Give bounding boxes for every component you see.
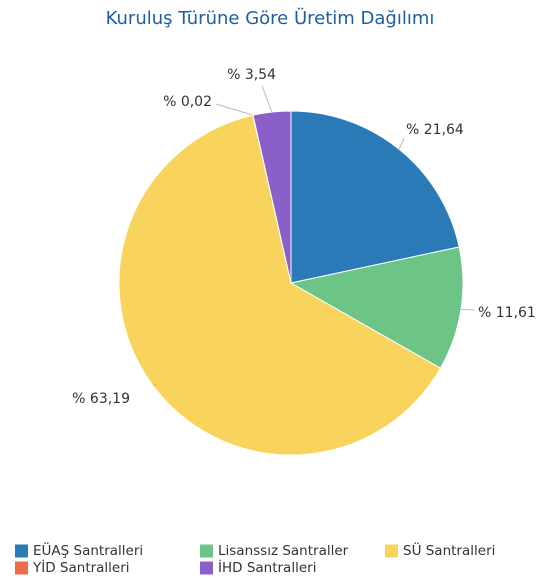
leader-line — [398, 137, 405, 150]
legend-label: Lisanssız Santraller — [218, 543, 349, 559]
legend-label: SÜ Santralleri — [403, 541, 495, 559]
data-label: % 63,19 — [72, 391, 130, 407]
legend-label: İHD Santralleri — [218, 558, 316, 576]
data-label: % 0,02 — [163, 94, 212, 110]
leader-line — [261, 85, 273, 113]
legend-label: EÜAŞ Santralleri — [33, 541, 143, 559]
chart-title: Kuruluş Türüne Göre Üretim Dağılımı — [106, 7, 435, 29]
legend-swatch — [15, 544, 28, 558]
leader-line — [460, 308, 475, 311]
pie-slice — [290, 110, 460, 284]
data-label: % 11,61 — [478, 305, 536, 321]
leader-line — [215, 103, 254, 116]
legend-swatch — [15, 561, 28, 575]
legend-swatch — [385, 544, 398, 558]
legend-swatch — [200, 544, 213, 558]
data-label: % 3,54 — [227, 67, 276, 83]
pie-slice — [252, 110, 292, 284]
legend-label: YİD Santralleri — [32, 558, 130, 576]
data-label: % 21,64 — [406, 122, 464, 138]
legend-swatch — [200, 561, 213, 575]
